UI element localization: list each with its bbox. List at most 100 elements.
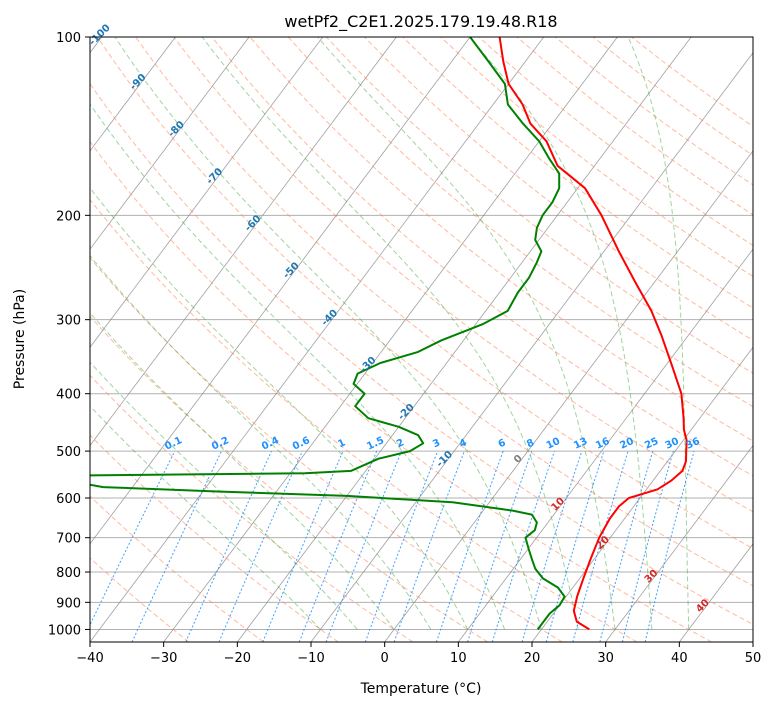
x-tick-label: −20	[224, 651, 251, 666]
y-tick-label: 1000	[48, 623, 81, 638]
x-tick-label: −40	[76, 651, 103, 666]
y-tick-label: 200	[56, 209, 81, 224]
mixing-ratio-label: 20	[618, 436, 635, 452]
mixing-ratio-line	[521, 450, 583, 642]
moist-adiabat-line	[468, 37, 653, 630]
x-tick-label: 0	[381, 651, 389, 666]
x-tick-label: 30	[597, 651, 614, 666]
plot-frame	[89, 36, 754, 643]
isotherm-line	[384, 150, 753, 642]
x-tick-label: 20	[524, 651, 541, 666]
dry-adiabat-line	[96, 37, 753, 587]
mixing-ratio-line	[467, 450, 533, 642]
mixing-ratio-lines	[90, 450, 695, 642]
mixing-ratio-line	[131, 450, 223, 642]
moist-adiabat-line	[201, 37, 579, 630]
isotherm-line	[163, 37, 618, 642]
mixing-ratio-label: 8	[525, 437, 536, 450]
moist-adiabat-line	[90, 186, 469, 630]
mixing-ratio-label: 30	[664, 436, 681, 452]
y-axis: 100 200 300 400 500 600 700 800 900 1000	[48, 31, 90, 638]
mixing-ratio-label: 3	[431, 437, 442, 450]
y-axis-title: Pressure (hPa)	[12, 289, 28, 389]
mixing-ratio-line	[435, 450, 504, 642]
dry-adiabat-line	[173, 37, 753, 513]
mixing-ratio-label: 6	[497, 437, 508, 450]
x-axis-title: Temperature (°C)	[360, 681, 482, 697]
y-tick-label: 100	[56, 31, 81, 46]
isotherm-line	[237, 37, 692, 642]
mixing-ratio-line	[393, 450, 465, 642]
x-tick-label: 10	[450, 651, 467, 666]
mixing-ratio-line	[325, 450, 402, 642]
mixing-ratio-line	[364, 450, 439, 642]
moist-adiabat-line	[90, 405, 321, 630]
dry-adiabat-line	[90, 557, 190, 642]
dry-adiabat-line	[90, 83, 753, 625]
y-tick-label: 600	[56, 492, 81, 507]
dry-adiabat-line	[325, 37, 753, 374]
isotherm-line	[531, 346, 753, 642]
y-tick-label: 800	[56, 566, 81, 581]
moist-adiabat-line	[627, 37, 690, 630]
mixing-ratio-label: 36	[684, 436, 701, 452]
y-tick-label: 700	[56, 532, 81, 547]
y-tick-label: 900	[56, 596, 81, 611]
moist-adiabat-line	[90, 311, 395, 630]
mixing-ratio-label: 16	[594, 436, 611, 452]
dry-adiabat-line	[90, 140, 712, 642]
isotherm-line	[605, 444, 753, 642]
dry-adiabat-line	[402, 37, 753, 309]
dry-adiabat-line	[90, 198, 638, 642]
dry-adiabat-line	[364, 37, 753, 341]
mixing-ratio-label: 10	[545, 436, 562, 452]
mixing-ratio-line	[572, 450, 629, 642]
mixing-ratio-line	[185, 450, 272, 642]
dewpoint-line	[90, 37, 566, 631]
isotherm-line	[90, 37, 397, 447]
mixing-ratio-label: 4	[458, 437, 469, 450]
x-axis: −40 −30 −20 −10 0 10 20 30 40 50	[76, 642, 761, 666]
mixing-ratio-label: 25	[643, 436, 660, 452]
isotherm-line	[458, 248, 753, 642]
mixing-ratio-label: 13	[572, 436, 589, 452]
x-tick-label: −30	[150, 651, 177, 666]
y-tick-label: 300	[56, 314, 81, 329]
mixing-ratio-label: 1	[336, 437, 347, 450]
isotherm-line	[90, 37, 176, 152]
x-tick-label: 50	[745, 651, 762, 666]
y-tick-label: 400	[56, 388, 81, 403]
y-tick-label: 500	[56, 445, 81, 460]
dry-adiabat-line	[135, 37, 753, 550]
mixing-ratio-line	[545, 450, 605, 642]
isotherm-line	[90, 37, 471, 545]
dry-adiabat-line	[90, 257, 563, 642]
mixing-ratio-line	[621, 450, 674, 642]
x-tick-label: −10	[297, 651, 324, 666]
x-tick-label: 40	[671, 651, 688, 666]
dry-adiabat-line	[90, 495, 264, 642]
isotherm-line	[90, 37, 250, 250]
dry-adiabat-line	[90, 374, 414, 642]
dry-adiabat-line	[211, 37, 753, 477]
dry-adiabats	[90, 37, 753, 642]
dry-adiabat-line	[90, 315, 488, 642]
isotherm-line	[90, 37, 324, 348]
mixing-ratio-line	[491, 450, 555, 642]
mixing-ratio-line	[90, 450, 176, 626]
profile-series	[90, 37, 688, 631]
isotherm-line	[90, 37, 545, 642]
dry-adiabat-line	[249, 37, 753, 442]
moist-adiabat-line	[90, 254, 432, 630]
dry-adiabat-line	[90, 434, 339, 642]
temperature-line	[498, 37, 688, 631]
pressure-grid	[90, 37, 753, 630]
moist-adiabats	[90, 37, 690, 630]
chart-title: wetPf2_C2E1.2025.179.19.48.R18	[284, 12, 557, 32]
mixing-ratio-line	[644, 450, 695, 642]
mixing-ratio-line	[298, 450, 378, 642]
mixing-ratio-line	[262, 450, 344, 642]
moist-adiabat-line	[114, 37, 542, 630]
mixing-ratio-label: 2	[395, 437, 406, 450]
